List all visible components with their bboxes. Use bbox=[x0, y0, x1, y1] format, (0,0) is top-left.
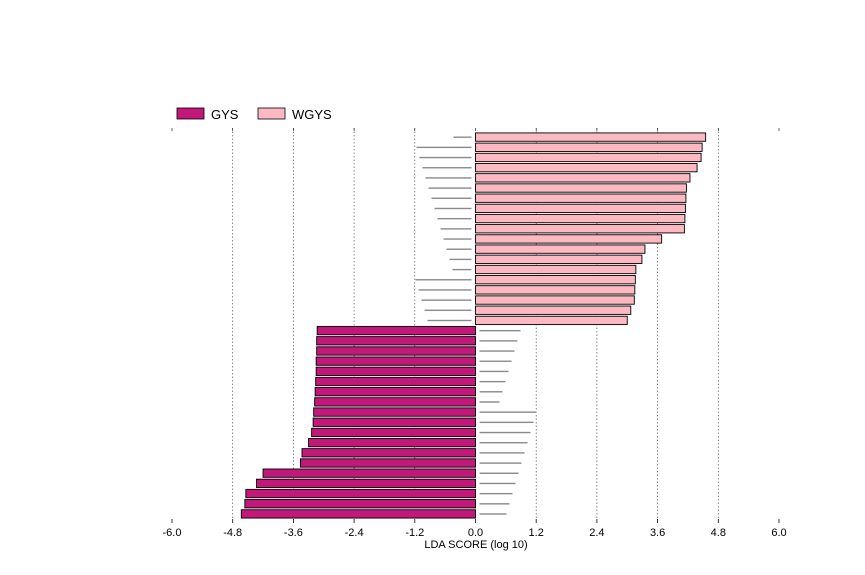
bar-gys bbox=[245, 488, 476, 499]
feature-label bbox=[479, 513, 507, 515]
feature-label bbox=[431, 197, 472, 199]
bar-gys bbox=[316, 346, 476, 356]
x-tick-label: -1.2 bbox=[405, 527, 424, 539]
bar-wgys bbox=[475, 213, 686, 224]
x-tick-label: 6.0 bbox=[771, 527, 786, 539]
bar-gys bbox=[316, 336, 476, 346]
feature-label bbox=[415, 279, 472, 281]
bar-gys bbox=[256, 478, 476, 488]
bar-gys bbox=[314, 397, 476, 407]
bar-gys bbox=[262, 468, 476, 478]
feature-label bbox=[418, 289, 472, 291]
bar-wgys bbox=[475, 315, 628, 326]
bar-wgys bbox=[475, 193, 687, 203]
bar-wgys bbox=[475, 305, 632, 315]
feature-label bbox=[479, 391, 503, 393]
x-tick-label: -3.6 bbox=[284, 527, 303, 539]
bar-wgys bbox=[475, 152, 702, 163]
feature-label bbox=[437, 217, 472, 220]
bar-gys bbox=[244, 499, 476, 509]
bar-gys bbox=[301, 448, 476, 458]
feature-label bbox=[425, 177, 472, 179]
x-tick-label: -6.0 bbox=[163, 527, 182, 539]
bar-wgys bbox=[475, 244, 646, 254]
bar-gys bbox=[314, 387, 476, 397]
bar-gys bbox=[311, 427, 476, 438]
bar-gys bbox=[313, 407, 476, 417]
feature-label bbox=[479, 350, 515, 352]
feature-label bbox=[416, 146, 472, 149]
feature-label bbox=[479, 462, 522, 464]
bar-gys bbox=[316, 325, 476, 336]
bar-wgys bbox=[475, 224, 685, 234]
bar-gys bbox=[315, 376, 476, 387]
feature-label bbox=[479, 482, 516, 485]
x-tick-label: -2.4 bbox=[345, 527, 364, 539]
bar-wgys bbox=[475, 203, 686, 214]
feature-label bbox=[453, 136, 472, 138]
x-tick-label: 4.8 bbox=[711, 527, 726, 539]
feature-label bbox=[419, 156, 472, 159]
feature-label bbox=[449, 258, 472, 261]
bar-wgys bbox=[475, 142, 703, 152]
bar-wgys bbox=[475, 173, 691, 183]
x-tick-label: 3.6 bbox=[650, 527, 665, 539]
feature-label bbox=[479, 340, 518, 342]
feature-label bbox=[443, 238, 472, 240]
feature-label bbox=[479, 452, 525, 454]
legend-label-wgys: WGYS bbox=[292, 107, 332, 122]
bar-wgys bbox=[475, 295, 635, 305]
feature-label bbox=[424, 309, 472, 312]
legend-swatch-wgys bbox=[257, 107, 286, 120]
feature-label bbox=[428, 187, 472, 189]
bar-gys bbox=[315, 356, 476, 366]
bar-wgys bbox=[475, 285, 636, 295]
bar-gys bbox=[312, 417, 476, 427]
x-tick-label: 2.4 bbox=[589, 527, 604, 539]
feature-label bbox=[479, 442, 528, 444]
x-tick-label: 1.2 bbox=[529, 527, 544, 539]
feature-label bbox=[452, 268, 472, 271]
bar-wgys bbox=[475, 275, 636, 285]
feature-label bbox=[479, 401, 500, 403]
legend-label-gys: GYS bbox=[211, 107, 239, 122]
feature-label bbox=[446, 248, 472, 250]
feature-label bbox=[422, 167, 472, 169]
bar-wgys bbox=[475, 264, 637, 275]
feature-label bbox=[479, 370, 509, 373]
feature-label bbox=[479, 472, 519, 474]
feature-label bbox=[427, 319, 472, 322]
bars bbox=[240, 132, 707, 519]
feature-label bbox=[479, 380, 506, 383]
bar-gys bbox=[240, 509, 476, 519]
x-tick-label: -4.8 bbox=[223, 527, 242, 539]
bar-gys bbox=[308, 437, 476, 448]
feature-label bbox=[479, 411, 537, 413]
feature-label bbox=[434, 207, 472, 210]
bar-wgys bbox=[475, 254, 643, 264]
bar-wgys bbox=[475, 132, 707, 142]
legend: GYS WGYS bbox=[176, 107, 332, 122]
x-axis: -6.0 -4.8 -3.6 -2.4 -1.2 0.0 1.2 2.4 3.6 4.8 6.0 bbox=[163, 128, 787, 539]
feature-label bbox=[479, 360, 512, 362]
feature-label bbox=[479, 503, 510, 505]
feature-label bbox=[479, 421, 534, 424]
feature-label bbox=[479, 431, 531, 434]
bar-wgys bbox=[475, 234, 663, 244]
x-tick-label: 0.0 bbox=[468, 527, 483, 539]
bar-wgys bbox=[475, 163, 698, 173]
feature-label bbox=[479, 492, 513, 495]
bar-wgys bbox=[475, 183, 687, 193]
bar-gys bbox=[300, 458, 476, 468]
x-axis-title: LDA SCORE (log 10) bbox=[424, 539, 527, 551]
feature-label bbox=[440, 228, 472, 230]
feature-label bbox=[479, 329, 521, 332]
feature-label bbox=[421, 299, 472, 301]
bar-gys bbox=[315, 366, 476, 376]
feature-labels bbox=[415, 136, 537, 515]
legend-swatch-gys bbox=[176, 107, 205, 120]
